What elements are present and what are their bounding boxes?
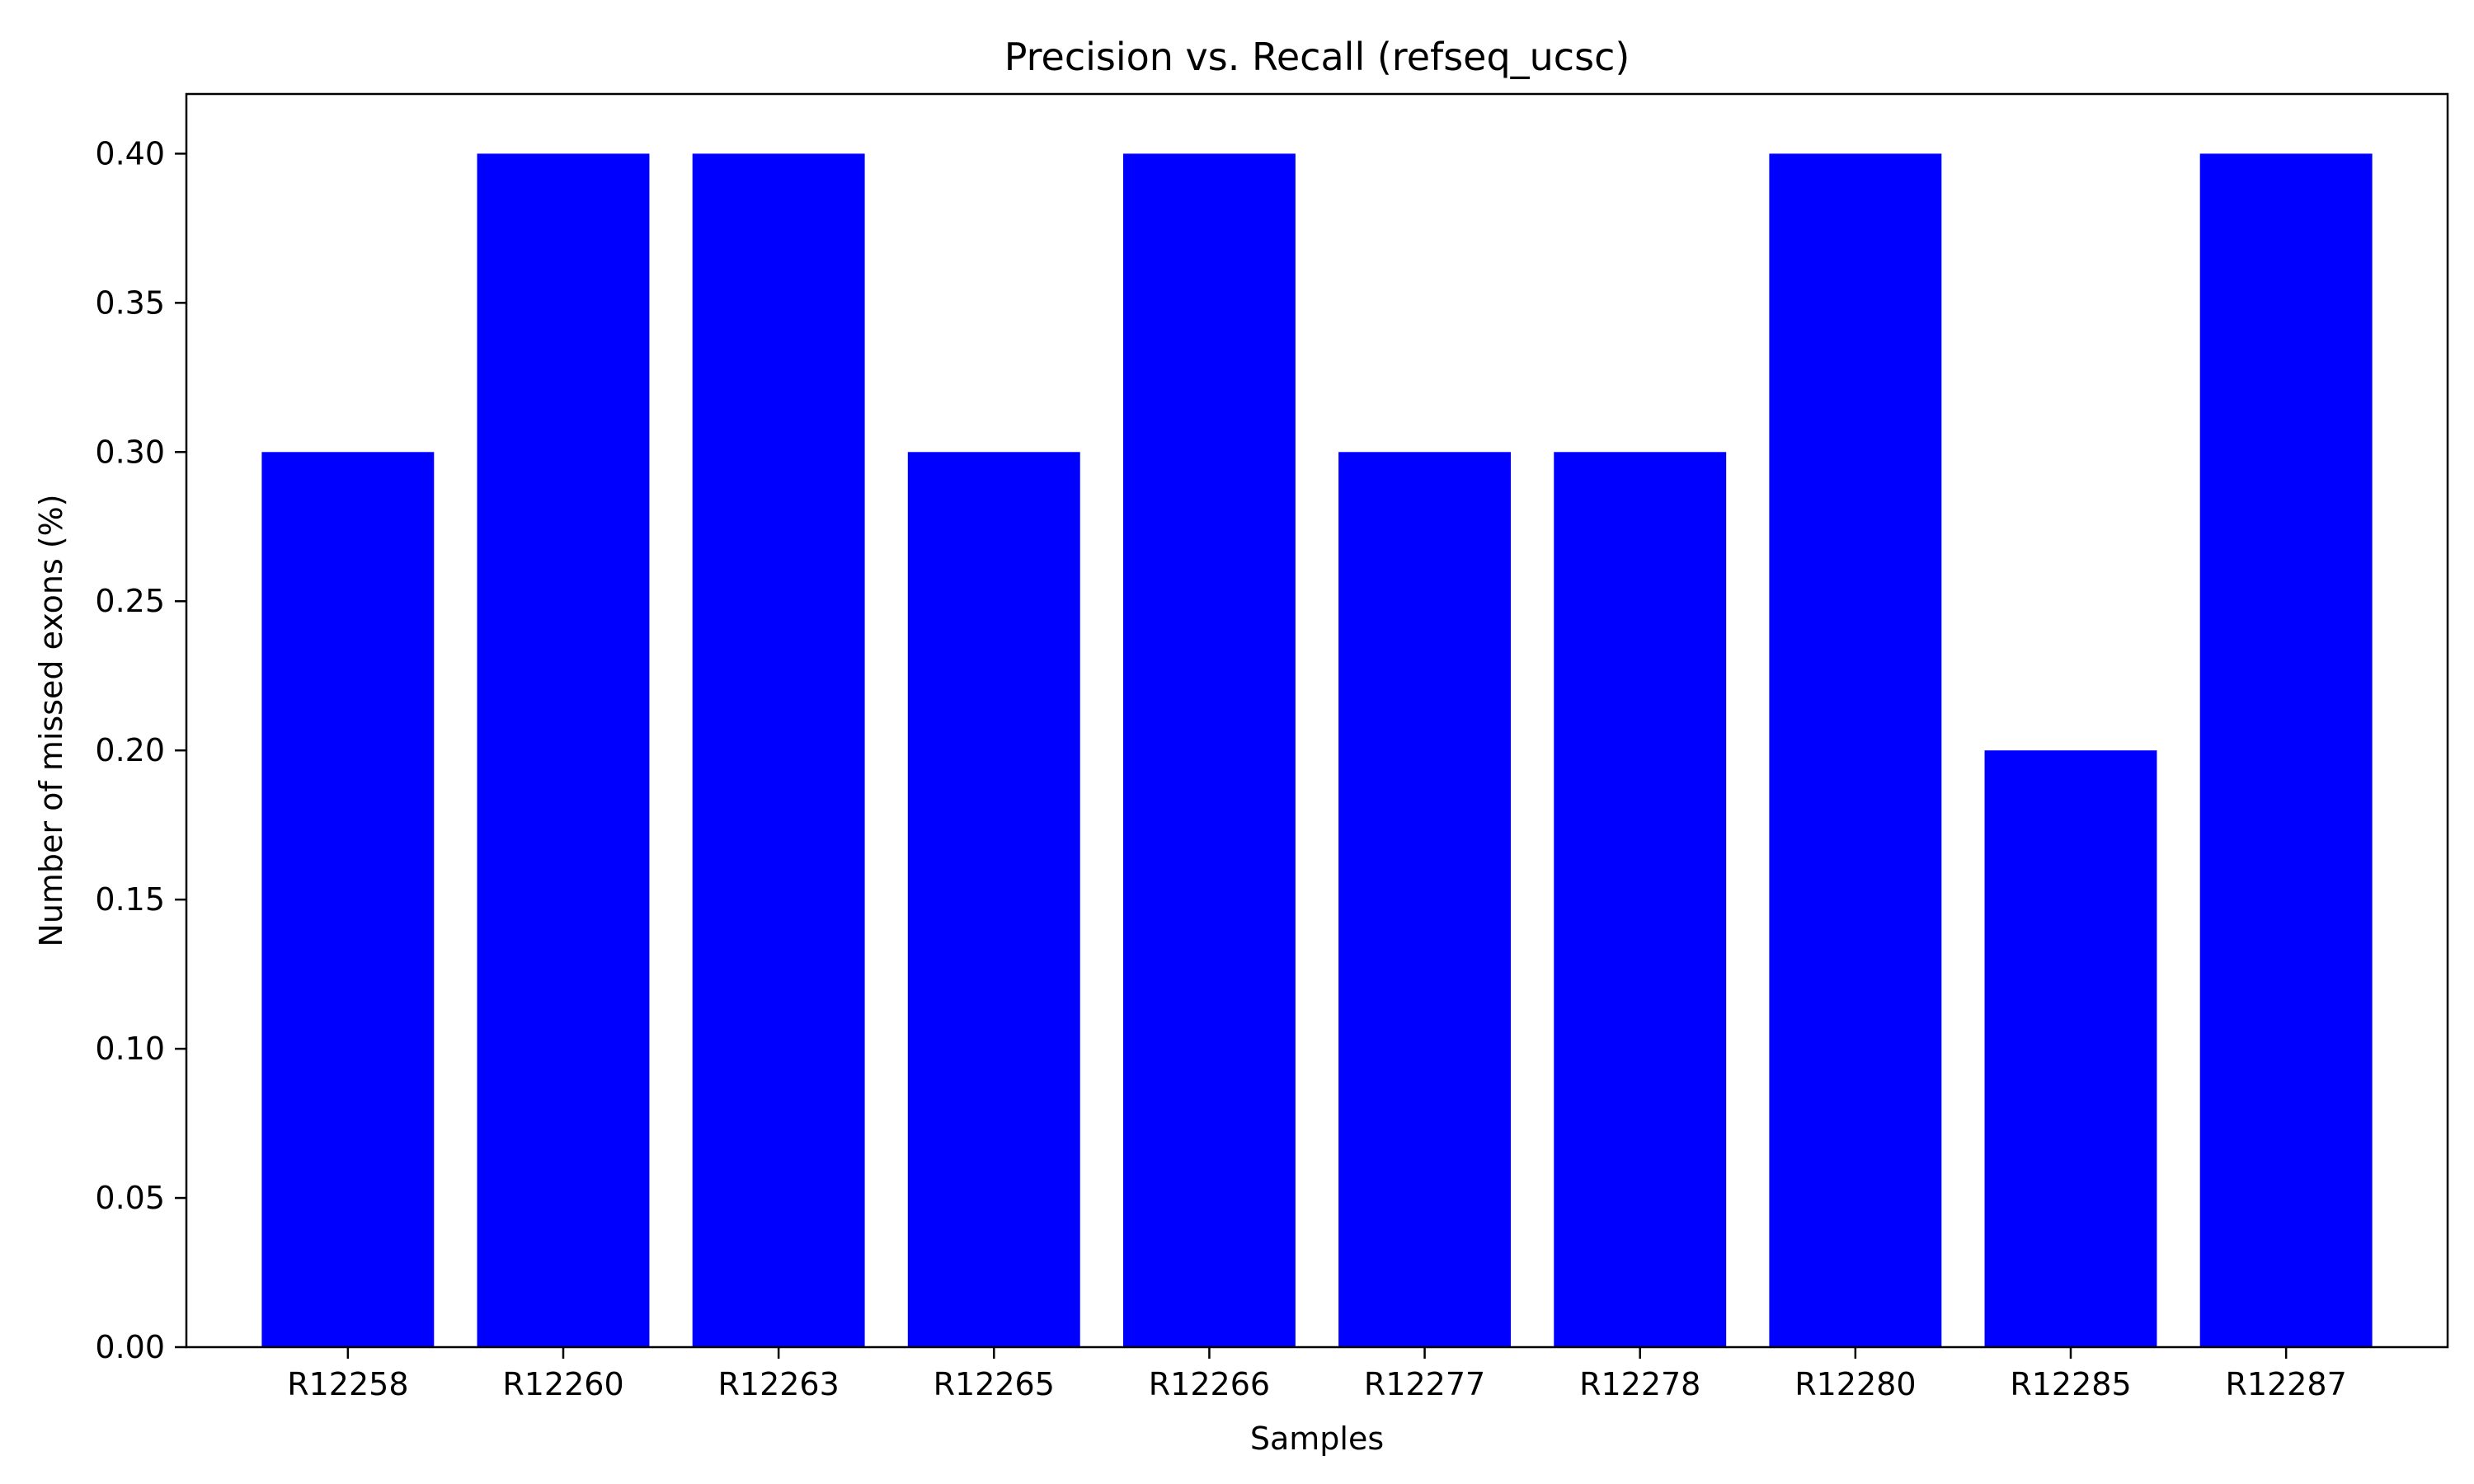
- x-tick-label: R12277: [1364, 1366, 1485, 1402]
- x-tick-label: R12266: [1149, 1366, 1270, 1402]
- x-axis-label: Samples: [1250, 1421, 1384, 1457]
- y-axis-label: Number of missed exons (%): [33, 494, 69, 946]
- x-tick-label: R12280: [1794, 1366, 1916, 1402]
- y-tick-label: 0.10: [95, 1031, 165, 1067]
- y-tick-label: 0.05: [95, 1180, 165, 1216]
- x-tick-label: R12260: [502, 1366, 623, 1402]
- x-tick-label: R12278: [1579, 1366, 1700, 1402]
- bar-R12258: [261, 452, 435, 1348]
- y-tick-label: 0.25: [95, 583, 165, 619]
- bar-R12266: [1122, 153, 1296, 1347]
- x-tick-label: R12258: [287, 1366, 408, 1402]
- bar-R12277: [1338, 452, 1512, 1348]
- bar-R12285: [1984, 750, 2157, 1347]
- bar-R12287: [2199, 153, 2373, 1347]
- x-axis: R12258 R12260 R12263 R12265 R12266 R12277 R122…: [287, 1347, 2347, 1402]
- y-tick-label: 0.15: [95, 881, 165, 918]
- chart-title: Precision vs. Recall (refseq_ucsc): [1004, 35, 1630, 79]
- bar-R12278: [1554, 452, 1727, 1348]
- y-tick-label: 0.00: [95, 1329, 165, 1365]
- y-tick-label: 0.20: [95, 732, 165, 768]
- plot-frame: [185, 92, 2449, 1349]
- y-tick-label: 0.30: [95, 434, 165, 470]
- x-tick-label: R12285: [2010, 1366, 2131, 1402]
- x-tick-label: R12287: [2225, 1366, 2346, 1402]
- y-tick-label: 0.35: [95, 284, 165, 321]
- bar-R12280: [1769, 153, 1942, 1347]
- bar-R12263: [692, 153, 865, 1347]
- bars-group: [261, 153, 2373, 1348]
- x-tick-label: R12265: [934, 1366, 1055, 1402]
- bar-R12265: [907, 452, 1080, 1348]
- y-tick-label: 0.40: [95, 135, 165, 171]
- x-tick-label: R12263: [717, 1366, 839, 1402]
- y-axis: 0.00 0.05 0.10 0.15 0.20 0.25 0.30 0.35 0.40: [95, 135, 186, 1365]
- bar-R12260: [477, 153, 650, 1347]
